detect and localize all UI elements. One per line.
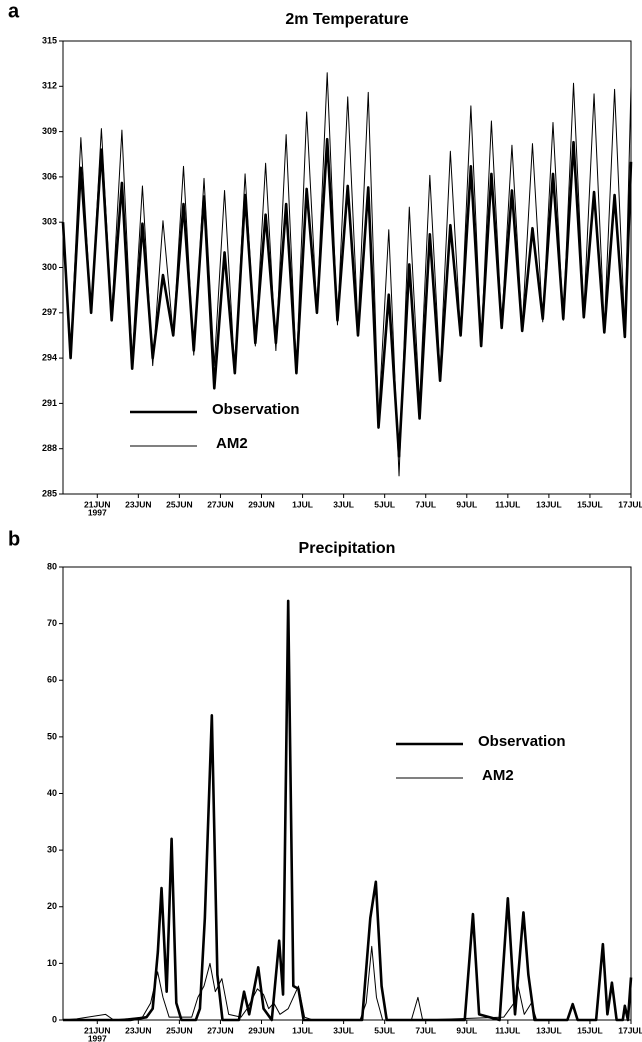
x-tick-label: 3JUL xyxy=(333,499,354,509)
y-tick-label: 312 xyxy=(42,81,57,91)
y-tick-label: 294 xyxy=(42,352,57,362)
y-tick-label: 285 xyxy=(42,488,57,498)
panel-label: a xyxy=(8,0,20,22)
x-year-label: 1997 xyxy=(88,507,107,517)
x-tick-label: 21JUN xyxy=(84,1025,110,1035)
x-tick-label: 15JUL xyxy=(577,1025,603,1035)
x-tick-label: 17JUL xyxy=(618,1025,642,1035)
x-tick-label: 9JUL xyxy=(456,499,477,509)
x-tick-label: 9JUL xyxy=(456,1025,477,1035)
x-tick-label: 27JUN xyxy=(207,499,233,509)
legend-label: Observation xyxy=(478,733,566,750)
chart-title: Precipitation xyxy=(299,540,396,557)
x-tick-label: 1JUL xyxy=(292,499,313,509)
y-tick-label: 288 xyxy=(42,443,57,453)
y-tick-label: 80 xyxy=(47,561,57,571)
x-tick-label: 29JUN xyxy=(248,1025,274,1035)
x-tick-label: 29JUN xyxy=(248,499,274,509)
x-tick-label: 25JUN xyxy=(166,499,192,509)
series-line xyxy=(61,137,633,458)
legend-label: AM2 xyxy=(216,435,248,452)
y-tick-label: 291 xyxy=(42,398,57,408)
chart-title: 2m Temperature xyxy=(285,11,408,28)
y-tick-label: 0 xyxy=(52,1014,57,1024)
y-tick-label: 30 xyxy=(47,845,57,855)
x-tick-label: 23JUN xyxy=(125,1025,151,1035)
y-tick-label: 50 xyxy=(47,731,57,741)
y-tick-label: 315 xyxy=(42,35,57,45)
x-tick-label: 13JUL xyxy=(536,1025,562,1035)
y-tick-label: 70 xyxy=(47,618,57,628)
legend-label: AM2 xyxy=(482,767,514,784)
y-tick-label: 40 xyxy=(47,788,57,798)
x-tick-label: 11JUL xyxy=(495,1025,520,1035)
x-tick-label: 21JUN xyxy=(84,499,110,509)
x-tick-label: 5JUL xyxy=(374,499,395,509)
y-tick-label: 10 xyxy=(47,958,57,968)
y-tick-label: 20 xyxy=(47,901,57,911)
legend-label: Observation xyxy=(212,401,300,418)
y-tick-label: 300 xyxy=(42,262,57,272)
x-tick-label: 23JUN xyxy=(125,499,151,509)
x-tick-label: 13JUL xyxy=(536,499,562,509)
series-line xyxy=(62,945,631,1021)
y-tick-label: 306 xyxy=(42,171,57,181)
y-tick-label: 309 xyxy=(42,126,57,136)
x-tick-label: 3JUL xyxy=(333,1025,354,1035)
x-tick-label: 25JUN xyxy=(166,1025,192,1035)
x-tick-label: 1JUL xyxy=(292,1025,313,1035)
x-tick-label: 17JUL xyxy=(618,499,642,509)
series-line xyxy=(62,72,632,477)
y-tick-label: 297 xyxy=(42,307,57,317)
series-line xyxy=(63,599,633,1022)
y-tick-label: 303 xyxy=(42,217,57,227)
x-tick-label: 7JUL xyxy=(415,1025,436,1035)
x-year-label: 1997 xyxy=(88,1033,107,1042)
x-tick-label: 5JUL xyxy=(374,1025,395,1035)
panel-label: b xyxy=(8,528,20,550)
x-tick-label: 11JUL xyxy=(495,499,520,509)
y-tick-label: 60 xyxy=(47,675,57,685)
plot-frame xyxy=(62,566,632,1021)
x-tick-label: 7JUL xyxy=(415,499,436,509)
x-tick-label: 27JUN xyxy=(207,1025,233,1035)
x-tick-label: 15JUL xyxy=(577,499,603,509)
